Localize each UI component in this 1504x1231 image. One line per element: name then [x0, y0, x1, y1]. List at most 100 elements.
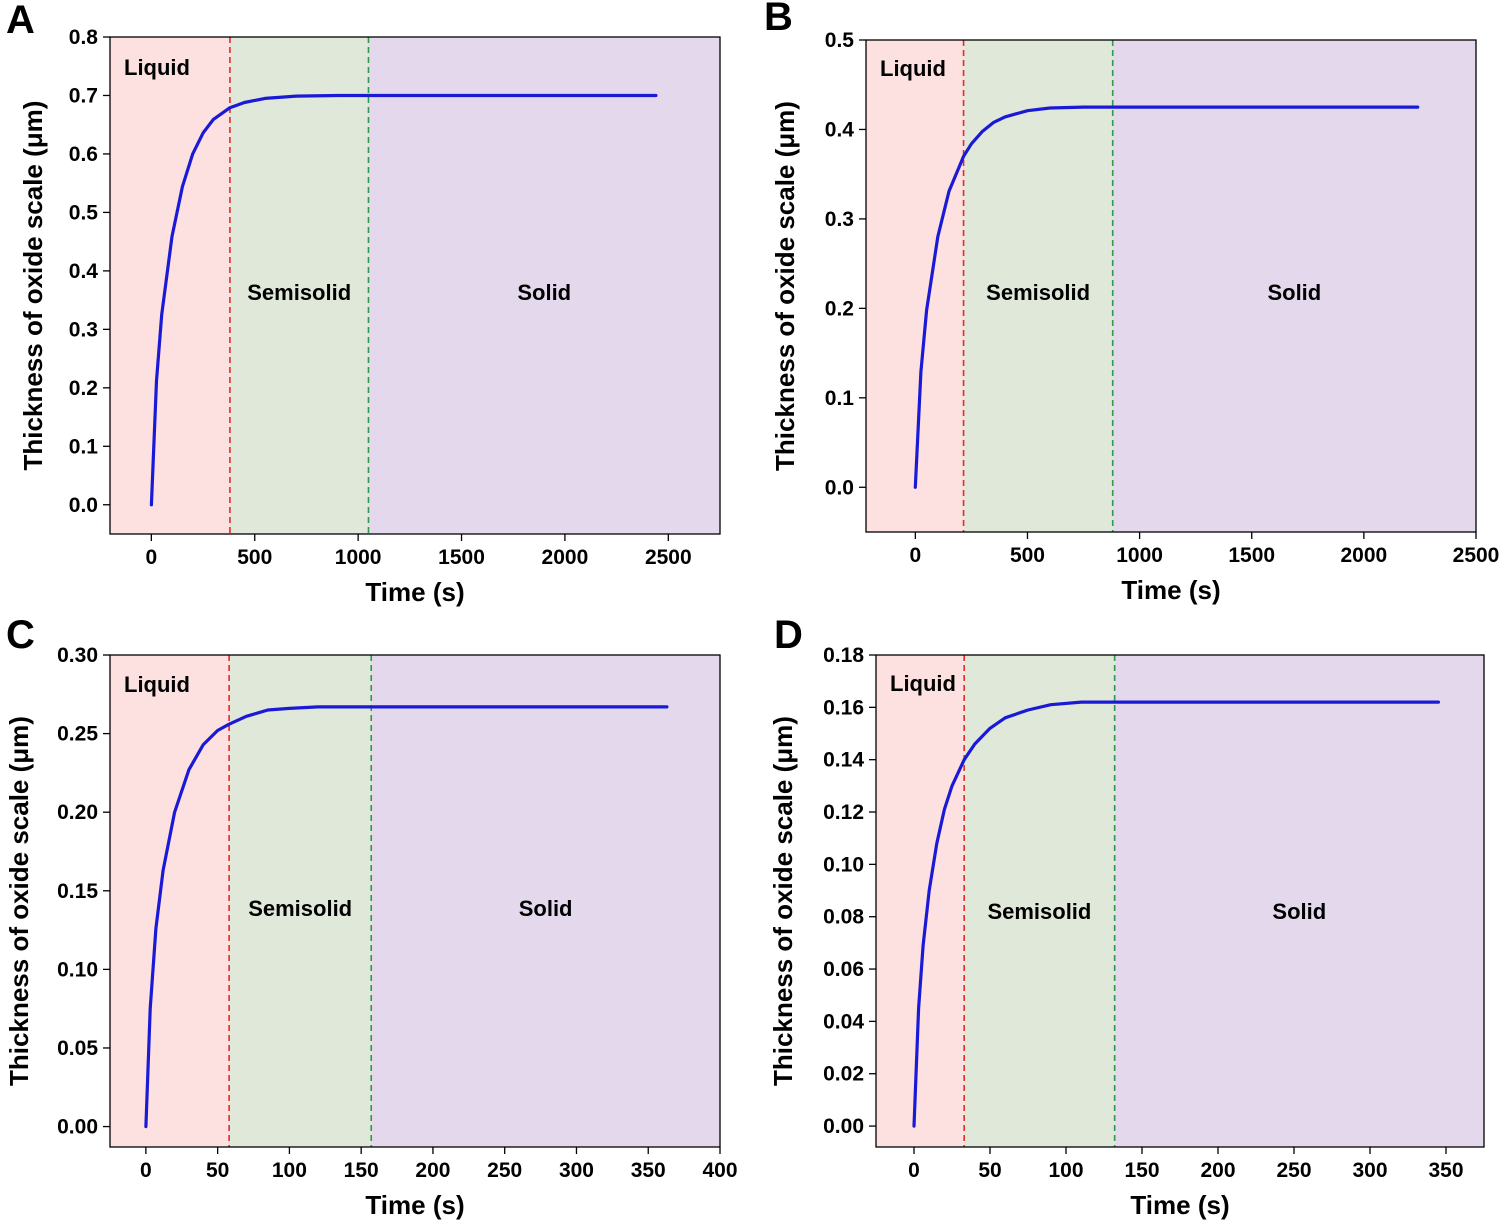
panel-letter: A: [6, 0, 35, 42]
region-solid-bg: [1112, 40, 1476, 532]
region-semisolid-bg: [963, 40, 1113, 532]
x-tick-label: 500: [1010, 544, 1045, 567]
y-tick-label: 0.5: [825, 29, 855, 52]
x-tick-label: 1500: [1228, 544, 1275, 567]
y-tick-label: 0.02: [823, 1063, 864, 1086]
y-tick-label: 0.10: [57, 958, 98, 981]
y-tick-label: 0.4: [825, 118, 855, 141]
x-tick-label: 350: [631, 1159, 666, 1182]
x-tick-label: 300: [1352, 1159, 1387, 1182]
x-tick-label: 400: [702, 1159, 737, 1182]
y-axis-title: Thickness of oxide scale (μm): [18, 101, 48, 471]
region-solid-bg: [1114, 655, 1484, 1147]
y-tick-label: 0.2: [69, 377, 98, 400]
region-label-liquid: Liquid: [124, 55, 190, 80]
y-tick-label: 0.08: [823, 906, 864, 929]
region-label-solid: Solid: [1267, 280, 1321, 305]
y-tick-label: 0.20: [57, 801, 98, 824]
y-axis-title: Thickness of oxide scale (μm): [768, 716, 798, 1086]
region-label-solid: Solid: [517, 280, 571, 305]
x-tick-label: 50: [206, 1159, 229, 1182]
y-tick-label: 0.25: [57, 723, 98, 746]
x-axis-title: Time (s): [365, 1190, 464, 1220]
plot-frame: [109, 654, 721, 1148]
x-tick-label: 500: [237, 546, 272, 569]
y-tick-label: 0.1: [825, 387, 855, 410]
y-tick-label: 0.18: [823, 644, 864, 667]
x-axis-title: Time (s): [1121, 575, 1220, 605]
y-tick-label: 0.00: [57, 1116, 98, 1139]
x-tick-label: 0: [909, 544, 921, 567]
x-tick-label: 250: [487, 1159, 522, 1182]
y-tick-label: 0.0: [69, 494, 98, 517]
chart-panel-d: Liquid Semisolid Solid 0 50 100 150 200 250 300 35…: [768, 613, 1485, 1220]
y-tick-label: 0.3: [69, 318, 98, 341]
x-tick-label: 0: [146, 546, 158, 569]
x-tick-label: 250: [1276, 1159, 1311, 1182]
y-tick-label: 0.05: [57, 1037, 98, 1060]
region-label-semisolid: Semisolid: [247, 280, 351, 305]
region-label-liquid: Liquid: [890, 671, 956, 696]
chart-panel-c: Liquid Semisolid Solid 0 50 100 150 200 250 300 35…: [4, 613, 738, 1220]
region-liquid-bg: [110, 37, 230, 534]
y-tick-label: 0.14: [823, 749, 864, 772]
y-axis-title: Thickness of oxide scale (μm): [770, 101, 800, 471]
panel-letter: C: [6, 613, 35, 657]
region-label-solid: Solid: [1272, 899, 1326, 924]
x-tick-label: 1000: [335, 546, 382, 569]
x-tick-label: 300: [559, 1159, 594, 1182]
region-label-semisolid: Semisolid: [248, 896, 352, 921]
y-tick-label: 0.3: [825, 208, 854, 231]
x-tick-label: 2000: [542, 546, 589, 569]
y-tick-label: 0.04: [823, 1010, 864, 1033]
region-label-semisolid: Semisolid: [986, 280, 1090, 305]
x-tick-label: 150: [344, 1159, 379, 1182]
y-tick-label: 0.30: [57, 644, 98, 667]
panel-letter: D: [774, 613, 803, 657]
y-tick-label: 0.16: [823, 696, 864, 719]
y-tick-label: 0.06: [823, 958, 864, 981]
y-tick-label: 0.2: [825, 297, 854, 320]
x-tick-label: 200: [1200, 1159, 1235, 1182]
plot-frame: [109, 36, 721, 535]
x-tick-label: 100: [1048, 1159, 1083, 1182]
y-tick-label: 0.4: [69, 260, 99, 283]
x-tick-label: 2500: [645, 546, 692, 569]
chart-panel-a: Liquid Semisolid Solid 0 500 1000 1500 2000 2500…: [6, 0, 721, 607]
plot-frame: [865, 39, 1477, 533]
y-tick-label: 0.7: [69, 84, 98, 107]
x-tick-label: 1000: [1116, 544, 1163, 567]
y-tick-label: 0.5: [69, 201, 99, 224]
region-semisolid-bg: [229, 37, 369, 534]
x-tick-label: 100: [272, 1159, 307, 1182]
y-tick-label: 0.10: [823, 853, 864, 876]
thickness-curve: [912, 700, 1441, 1128]
region-label-liquid: Liquid: [124, 672, 190, 697]
x-axis-title: Time (s): [1130, 1190, 1229, 1220]
region-liquid-bg: [866, 40, 964, 532]
x-tick-label: 2000: [1341, 544, 1388, 567]
y-tick-label: 0.0: [825, 476, 854, 499]
region-label-solid: Solid: [519, 896, 573, 921]
thickness-curve: [144, 705, 669, 1129]
plot-frame: [875, 654, 1485, 1148]
y-tick-label: 0.8: [69, 26, 99, 49]
region-liquid-bg: [876, 655, 965, 1147]
x-tick-label: 0: [140, 1159, 152, 1182]
x-tick-label: 350: [1428, 1159, 1463, 1182]
region-semisolid-bg: [964, 655, 1115, 1147]
x-tick-label: 150: [1124, 1159, 1159, 1182]
x-tick-label: 200: [415, 1159, 450, 1182]
region-solid-bg: [371, 655, 720, 1147]
region-label-semisolid: Semisolid: [987, 899, 1091, 924]
region-semisolid-bg: [229, 655, 372, 1147]
y-tick-label: 0.1: [69, 435, 99, 458]
thickness-curve: [913, 105, 1420, 489]
y-tick-label: 0.00: [823, 1115, 864, 1138]
x-tick-label: 0: [908, 1159, 920, 1182]
x-tick-label: 1500: [438, 546, 485, 569]
x-tick-label: 50: [978, 1159, 1001, 1182]
x-tick-label: 2500: [1453, 544, 1500, 567]
x-axis-title: Time (s): [365, 577, 464, 607]
thickness-curve: [149, 93, 658, 507]
